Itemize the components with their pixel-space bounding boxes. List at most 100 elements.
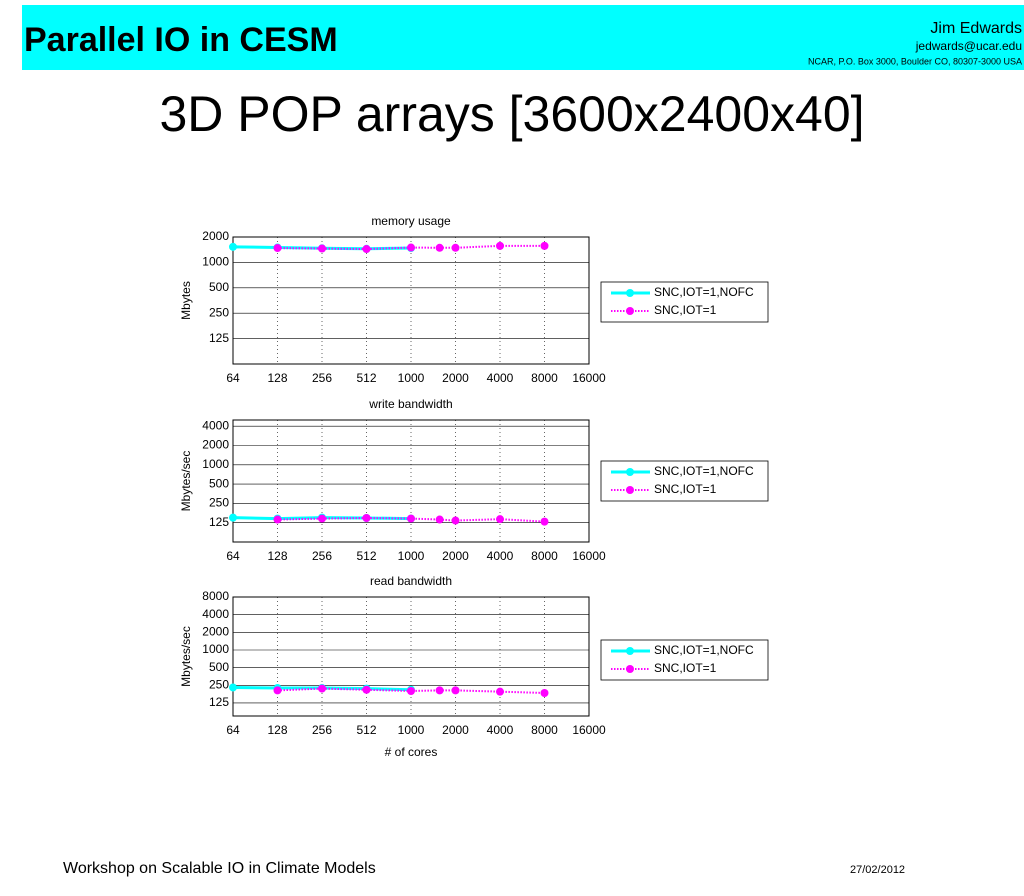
- chart-title: read bandwidth: [370, 574, 452, 588]
- legend-label: SNC,IOT=1,NOFC: [654, 285, 754, 299]
- data-point: [496, 515, 504, 524]
- y-tick-label: 125: [209, 331, 229, 345]
- y-tick-label: 500: [209, 476, 229, 490]
- slide-title: 3D POP arrays [3600x2400x40]: [159, 86, 864, 142]
- chart-title: write bandwidth: [368, 397, 452, 411]
- y-tick-label: 4000: [202, 607, 229, 621]
- plot-area: [232, 596, 590, 717]
- x-tick-label: 512: [356, 723, 376, 737]
- x-tick-label: 256: [312, 549, 332, 563]
- data-point: [273, 244, 282, 253]
- data-point: [451, 243, 460, 252]
- legend-marker: [626, 665, 634, 673]
- legend-marker: [626, 307, 634, 315]
- y-axis-label: Mbytes/sec: [179, 451, 193, 512]
- x-tick-label: 64: [226, 371, 240, 385]
- legend-marker: [626, 647, 634, 655]
- x-tick-label: 4000: [487, 723, 514, 737]
- x-tick-label: 2000: [442, 723, 469, 737]
- data-point: [229, 242, 237, 251]
- y-tick-label: 250: [209, 677, 229, 691]
- header-band: [22, 5, 1024, 70]
- x-tick-label: 8000: [531, 371, 558, 385]
- address: NCAR, P.O. Box 3000, Boulder CO, 80307-3…: [808, 56, 1022, 66]
- y-tick-label: 125: [209, 515, 229, 529]
- legend: [600, 460, 769, 502]
- data-point: [362, 245, 371, 254]
- x-tick-label: 2000: [442, 549, 469, 563]
- data-point: [451, 686, 460, 695]
- data-point: [318, 514, 326, 523]
- data-point: [407, 687, 415, 696]
- legend-label: SNC,IOT=1: [654, 661, 717, 675]
- email: jedwards@ucar.edu: [915, 39, 1022, 53]
- x-tick-label: 512: [356, 549, 376, 563]
- data-point: [273, 515, 282, 524]
- data-point: [435, 686, 444, 695]
- legend-label: SNC,IOT=1,NOFC: [654, 464, 754, 478]
- data-point: [496, 687, 504, 696]
- y-tick-label: 1000: [202, 255, 229, 269]
- y-tick-label: 125: [209, 695, 229, 709]
- y-tick-label: 2000: [202, 229, 229, 243]
- data-point: [362, 685, 371, 694]
- x-tick-label: 16000: [572, 371, 606, 385]
- x-axis-label: # of cores: [385, 745, 438, 759]
- chart: 64 128 256 512 1000 2000 4000 8000 16000 125 250 50…: [179, 214, 769, 385]
- footer-text: Workshop on Scalable IO in Climate Model…: [63, 860, 376, 877]
- x-tick-label: 1000: [398, 723, 425, 737]
- legend: [600, 281, 769, 323]
- legend-marker: [626, 486, 634, 494]
- data-point: [451, 516, 460, 525]
- y-tick-label: 1000: [202, 642, 229, 656]
- x-tick-label: 4000: [487, 549, 514, 563]
- x-tick-label: 8000: [531, 549, 558, 563]
- y-tick-label: 250: [209, 305, 229, 319]
- x-tick-label: 256: [312, 371, 332, 385]
- chart: 64 128 256 512 1000 2000 4000 8000 16000 125 250 50…: [179, 574, 769, 759]
- data-point: [407, 243, 415, 252]
- author: Jim Edwards: [930, 20, 1022, 37]
- y-tick-label: 250: [209, 496, 229, 510]
- data-point: [435, 515, 444, 524]
- x-tick-label: 128: [267, 549, 287, 563]
- x-tick-label: 2000: [442, 371, 469, 385]
- header-title: Parallel IO in CESM: [24, 21, 338, 59]
- data-point: [273, 686, 282, 695]
- legend-label: SNC,IOT=1: [654, 303, 717, 317]
- y-tick-label: 2000: [202, 438, 229, 452]
- data-point: [407, 514, 415, 523]
- x-tick-label: 8000: [531, 723, 558, 737]
- plot-area: [232, 236, 590, 365]
- x-tick-label: 16000: [572, 723, 606, 737]
- legend: [600, 639, 769, 681]
- y-tick-label: 500: [209, 660, 229, 674]
- x-tick-label: 16000: [572, 549, 606, 563]
- y-axis-label: Mbytes/sec: [179, 626, 193, 687]
- data-point: [318, 244, 326, 253]
- series-line: [277, 687, 545, 694]
- x-tick-label: 1000: [398, 549, 425, 563]
- y-tick-label: 1000: [202, 457, 229, 471]
- data-point: [496, 241, 504, 250]
- y-tick-label: 4000: [202, 418, 229, 432]
- x-tick-label: 256: [312, 723, 332, 737]
- series-line: [277, 244, 545, 251]
- data-point: [540, 688, 549, 697]
- data-point: [540, 517, 549, 526]
- x-tick-label: 64: [226, 549, 240, 563]
- x-tick-label: 512: [356, 371, 376, 385]
- x-tick-label: 128: [267, 371, 287, 385]
- x-tick-label: 4000: [487, 371, 514, 385]
- x-tick-label: 128: [267, 723, 287, 737]
- y-tick-label: 8000: [202, 589, 229, 603]
- legend-label: SNC,IOT=1,NOFC: [654, 643, 754, 657]
- y-tick-label: 500: [209, 280, 229, 294]
- legend-label: SNC,IOT=1: [654, 482, 717, 496]
- data-point: [229, 683, 237, 692]
- x-tick-label: 64: [226, 723, 240, 737]
- data-point: [362, 513, 371, 522]
- y-axis-label: Mbytes: [179, 281, 193, 320]
